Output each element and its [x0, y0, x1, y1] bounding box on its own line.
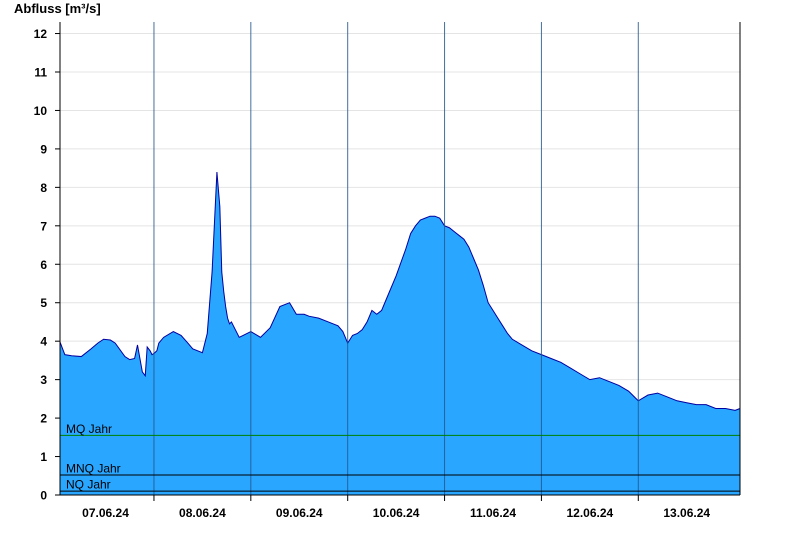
x-tick-label: 11.06.24	[470, 506, 516, 520]
x-tick-label: 10.06.24	[373, 506, 420, 520]
axis-layer	[59, 22, 741, 496]
y-tick-label: 5	[40, 296, 47, 310]
chart-title: Abfluss [m³/s]	[14, 1, 101, 16]
y-tick-label: 0	[40, 489, 47, 503]
y-tick-label: 7	[40, 219, 47, 233]
y-tick-label: 11	[34, 65, 47, 79]
reference-lines: MQ Jahr MNQ Jahr NQ Jahr	[60, 422, 740, 492]
y-tick-label: 2	[40, 412, 47, 426]
y-tick-label: 6	[40, 258, 47, 272]
y-tick-label: 4	[40, 335, 47, 349]
reference-label: MQ Jahr	[66, 422, 112, 436]
y-tick-label: 10	[34, 104, 48, 118]
x-axis-ticks: 07.06.24 08.06.24 09.06.24 10.06.24 11.06.24…	[82, 495, 710, 520]
x-tick-label: 12.06.24	[566, 506, 613, 520]
y-tick-label: 8	[40, 181, 47, 195]
x-tick-label: 08.06.24	[179, 506, 226, 520]
day-separator-layer	[153, 22, 639, 495]
x-tick-label: 13.06.24	[663, 506, 710, 520]
y-tick-label: 3	[40, 373, 47, 387]
x-tick-label: 07.06.24	[82, 506, 129, 520]
discharge-area	[60, 171, 740, 496]
reference-label: MNQ Jahr	[66, 462, 121, 476]
y-tick-label: 9	[40, 142, 47, 156]
y-tick-label: 1	[40, 450, 47, 464]
x-tick-label: 09.06.24	[276, 506, 323, 520]
y-tick-label: 12	[34, 27, 48, 41]
reference-label: NQ Jahr	[66, 478, 111, 492]
